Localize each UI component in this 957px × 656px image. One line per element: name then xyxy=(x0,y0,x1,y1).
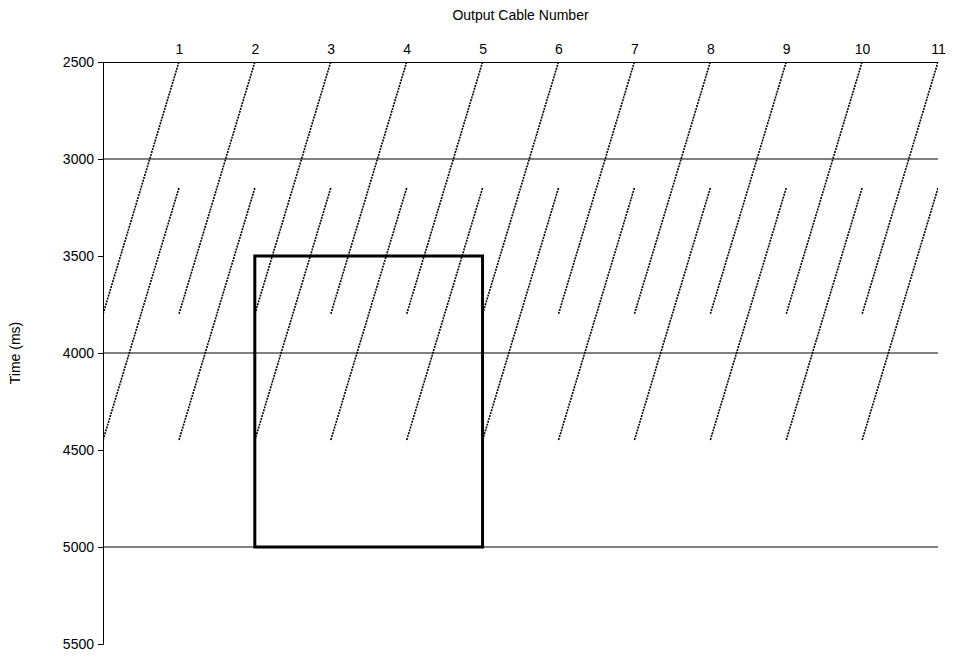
y-tick-mark xyxy=(98,450,103,451)
x-tick-label: 5 xyxy=(479,41,487,57)
y-tick: 4500 xyxy=(63,442,103,458)
event xyxy=(407,188,483,440)
x-tick: 8 xyxy=(707,41,715,62)
x-tick: 5 xyxy=(479,41,487,62)
reference-line xyxy=(103,159,938,160)
x-tick-label: 3 xyxy=(327,41,335,57)
x-tick-label: 8 xyxy=(707,41,715,57)
event xyxy=(558,62,634,314)
y-tick-mark xyxy=(98,644,103,645)
x-tick: 9 xyxy=(783,41,791,62)
x-tick: 2 xyxy=(251,41,259,62)
y-tick-label: 4500 xyxy=(63,442,94,458)
x-axis-line xyxy=(104,62,939,63)
y-tick-label: 3000 xyxy=(63,151,94,167)
event xyxy=(103,188,179,440)
y-tick-label: 4000 xyxy=(63,345,94,361)
x-axis: 1 2 3 4 5 6 7 8 9 10 11 xyxy=(104,41,946,63)
y-tick-label: 3500 xyxy=(63,248,94,264)
y-tick-mark xyxy=(98,353,103,354)
event xyxy=(558,188,634,440)
plot-area: 1 2 3 4 5 6 7 8 9 10 11 2500 3000 3500 4000 4500 5000 550… xyxy=(63,41,946,652)
y-tick-label: 5000 xyxy=(63,539,94,555)
y-tick: 5500 xyxy=(63,636,103,652)
event xyxy=(710,62,786,314)
y-axis-line xyxy=(98,63,104,645)
x-tick: 1 xyxy=(176,41,184,62)
event xyxy=(862,62,938,314)
y-tick: 3500 xyxy=(63,248,103,264)
x-tick-label: 10 xyxy=(855,41,871,57)
event xyxy=(331,62,407,314)
x-tick: 4 xyxy=(403,41,411,62)
y-tick-mark xyxy=(98,62,103,63)
x-tick: 3 xyxy=(327,41,335,62)
event xyxy=(179,188,255,440)
y-axis: 2500 3000 3500 4000 4500 5000 5500 xyxy=(63,54,104,652)
event xyxy=(255,62,331,314)
event xyxy=(786,62,862,314)
y-tick: 5000 xyxy=(63,539,103,555)
x-tick: 7 xyxy=(631,41,639,62)
y-tick: 3000 xyxy=(63,151,103,167)
x-tick-label: 9 xyxy=(783,41,791,57)
event xyxy=(710,188,786,440)
x-tick-label: 11 xyxy=(931,41,946,57)
y-tick-label: 5500 xyxy=(63,636,94,652)
y-tick-mark xyxy=(98,159,103,160)
x-tick-label: 2 xyxy=(251,41,259,57)
event xyxy=(331,188,407,440)
event xyxy=(862,188,938,440)
event xyxy=(483,62,559,314)
x-tick-label: 6 xyxy=(555,41,563,57)
event xyxy=(179,62,255,314)
marks xyxy=(103,62,938,547)
chart: 1 2 3 4 5 6 7 8 9 10 11 2500 3000 3500 4000 4500 5000 550… xyxy=(0,0,957,656)
event xyxy=(407,62,483,314)
x-tick: 10 xyxy=(855,41,871,62)
event xyxy=(786,188,862,440)
reference-line xyxy=(103,547,938,548)
x-tick: 6 xyxy=(555,41,563,62)
y-tick-mark xyxy=(98,256,103,257)
x-tick-label: 1 xyxy=(176,41,184,57)
x-tick-label: 7 xyxy=(631,41,639,57)
event xyxy=(255,188,331,440)
y-tick: 2500 xyxy=(63,54,103,70)
y-axis-title: Time (ms) xyxy=(7,322,23,384)
event xyxy=(483,188,559,440)
event xyxy=(634,188,710,440)
y-tick-mark xyxy=(98,547,103,548)
highlight-box xyxy=(255,256,483,547)
event xyxy=(103,62,179,314)
y-tick-label: 2500 xyxy=(63,54,94,70)
x-tick: 11 xyxy=(931,41,946,62)
plot-background xyxy=(103,62,938,644)
x-tick-label: 4 xyxy=(403,41,411,57)
event xyxy=(634,62,710,314)
x-axis-title: Output Cable Number xyxy=(452,7,589,23)
y-tick: 4000 xyxy=(63,345,103,361)
